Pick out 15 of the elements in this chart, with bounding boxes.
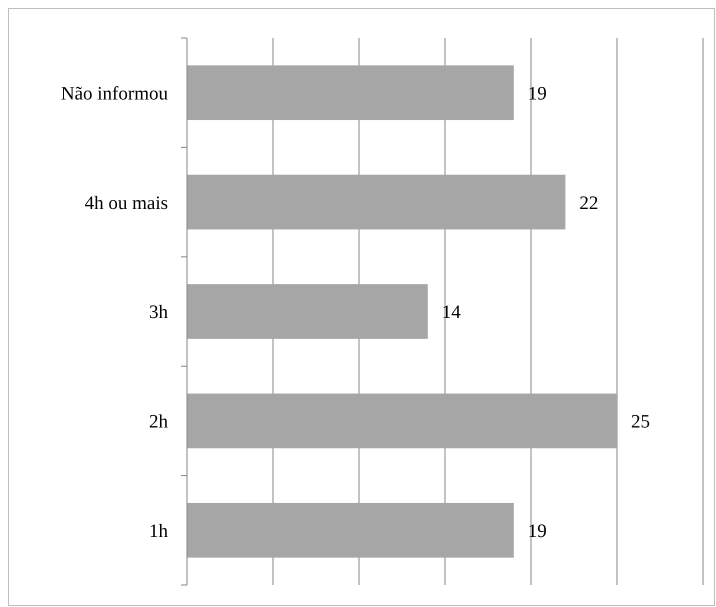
data-label: 19: [528, 520, 547, 542]
bar: [187, 65, 514, 120]
y-tick-label: 4h ou mais: [84, 192, 168, 214]
y-tick-label: 1h: [149, 520, 168, 542]
data-label: 14: [442, 302, 462, 324]
data-label: 19: [528, 83, 547, 104]
data-label: 22: [579, 192, 598, 214]
bar: [187, 174, 566, 230]
y-tick-label: 3h: [149, 302, 168, 324]
bar: [187, 284, 428, 339]
bar: [187, 502, 514, 558]
data-label: 25: [631, 412, 650, 433]
y-tick-label: Não informou: [60, 83, 168, 104]
bar: [187, 394, 617, 448]
y-tick-label: 2h: [149, 412, 168, 433]
